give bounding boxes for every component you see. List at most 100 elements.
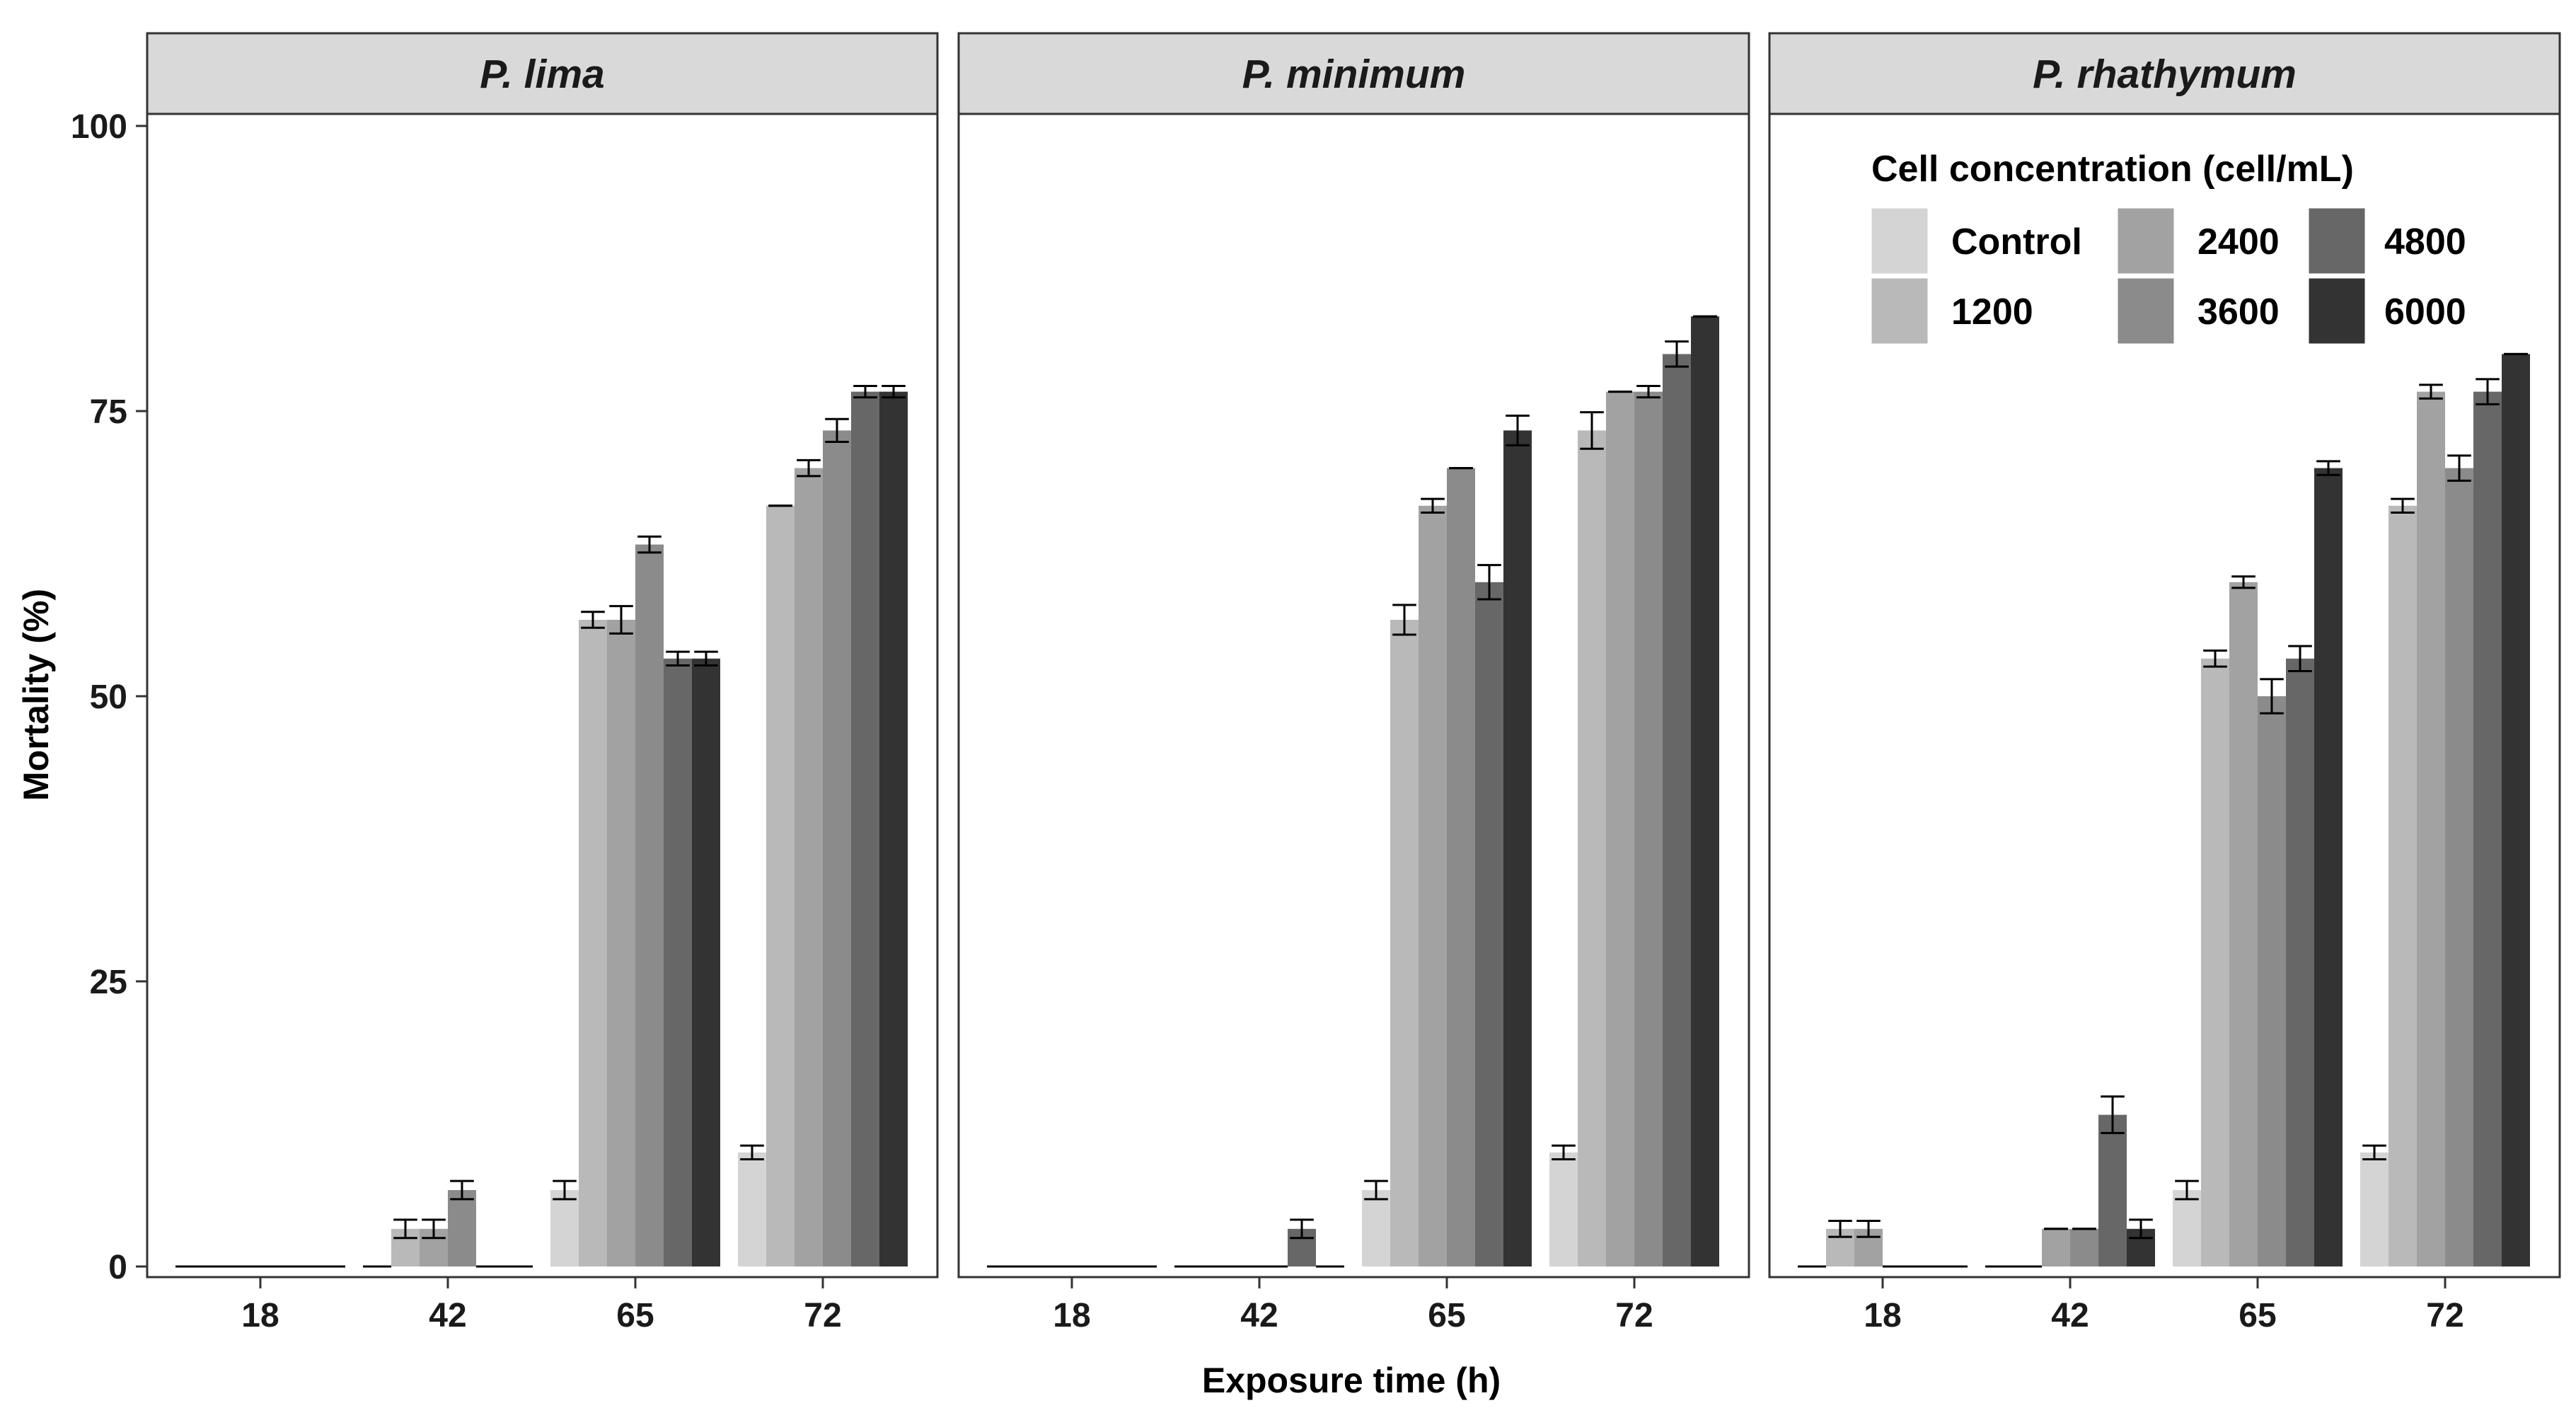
error-bar [1665,340,1689,368]
y-axis: 0 25 50 75 100 [71,108,147,1286]
error-bar [1580,411,1604,450]
bar [2360,1152,2389,1266]
y-axis-title: Mortality (%) [16,589,56,801]
bar [2201,658,2229,1266]
error-bar [2260,678,2284,715]
bar [1606,391,1634,1267]
error-bar [1636,385,1660,399]
bar [635,544,664,1266]
panel-2: P. minimum 18 42 65 72 [957,32,1750,1334]
category-group-65 [1362,414,1532,1266]
legend-entry: Control [1869,206,2082,276]
x-tick-label: 42 [1240,1297,1278,1334]
bar [2229,582,2258,1266]
category-group-72 [2360,352,2530,1267]
bar [2445,468,2473,1266]
x-tick-label: 42 [2051,1297,2089,1334]
bar [1663,354,1691,1266]
category-group-72 [1549,315,1719,1267]
bar [823,430,851,1266]
legend-label: Control [1951,221,2082,262]
legend-title: Cell concentration (cell/mL) [1871,149,2354,190]
error-bar [2447,454,2471,482]
error-bar [1392,604,1416,636]
category-group-42 [363,1179,533,1268]
bar [2098,1114,2127,1266]
bar [879,391,908,1267]
panel-title: P. rhathymum [2033,52,2297,97]
bar [1390,619,1419,1266]
bar [2502,354,2530,1266]
bar [2258,696,2286,1266]
bar [579,619,607,1266]
error-bar [2231,575,2256,589]
bar [766,505,795,1266]
legend-entry: 3600 [2115,276,2280,346]
bar [607,619,635,1266]
error-bar [1828,1220,1852,1238]
legend-key [2306,276,2367,346]
bar [1475,582,1503,1266]
category-group-18 [1798,1220,1968,1268]
bar [664,658,692,1266]
bar [1362,1189,1390,1266]
bar [2042,1228,2070,1266]
panel-title: P. minimum [1242,52,1466,97]
legend-label: 2400 [2197,221,2280,262]
legend-key [2115,276,2176,346]
legend-key [1869,276,1930,346]
bar [2473,391,2502,1267]
category-group-72 [738,385,908,1267]
legend-label: 1200 [1951,292,2033,333]
bar [795,468,823,1266]
error-bar [450,1179,474,1201]
error-bar [2129,1218,2153,1240]
error-bar [882,385,906,399]
error-bar [393,1218,417,1240]
error-bar [797,458,821,478]
error-bar [1552,1144,1576,1160]
error-bar [1364,1179,1388,1201]
error-bar [2316,460,2340,476]
bar [2389,505,2417,1266]
bar [851,391,879,1267]
error-bar [553,1179,577,1201]
bar [1503,430,1532,1266]
bar [1634,391,1663,1267]
x-tick-label: 18 [1864,1297,1901,1334]
legend-entry: 2400 [2115,206,2280,276]
bar [2173,1189,2201,1266]
bar [2286,658,2314,1266]
x-tick-label: 65 [1428,1297,1465,1334]
error-bar [2175,1179,2199,1201]
panel-strip [957,32,1750,115]
category-group-65 [550,535,720,1266]
error-bar [609,605,633,635]
legend-entry: 1200 [1869,276,2033,346]
error-bar [2362,1144,2386,1160]
category-group-65 [2173,460,2343,1266]
error-bar [694,650,718,667]
x-tick-label: 72 [804,1297,841,1334]
bar [1578,430,1606,1266]
bar [2070,1228,2098,1266]
bar [1549,1152,1578,1266]
error-bar [825,417,849,444]
y-tick-label: 75 [90,393,127,431]
x-tick-label: 72 [1615,1297,1653,1334]
bar [2417,391,2445,1267]
error-bar [1290,1218,1314,1240]
x-tick-label: 18 [241,1297,279,1334]
panel-1: P. lima 18 42 65 72 [146,32,939,1334]
legend-entry: 4800 [2306,206,2466,276]
error-bar [740,1144,764,1160]
y-tick-label: 50 [90,679,127,716]
x-tick-label: 65 [616,1297,654,1334]
legend-key [2115,206,2176,276]
error-bar [1506,414,1530,446]
legend-entry: 6000 [2306,276,2466,346]
panel-strip [1768,32,2561,115]
legend-label: 6000 [2384,292,2466,333]
x-tick-label: 18 [1053,1297,1090,1334]
